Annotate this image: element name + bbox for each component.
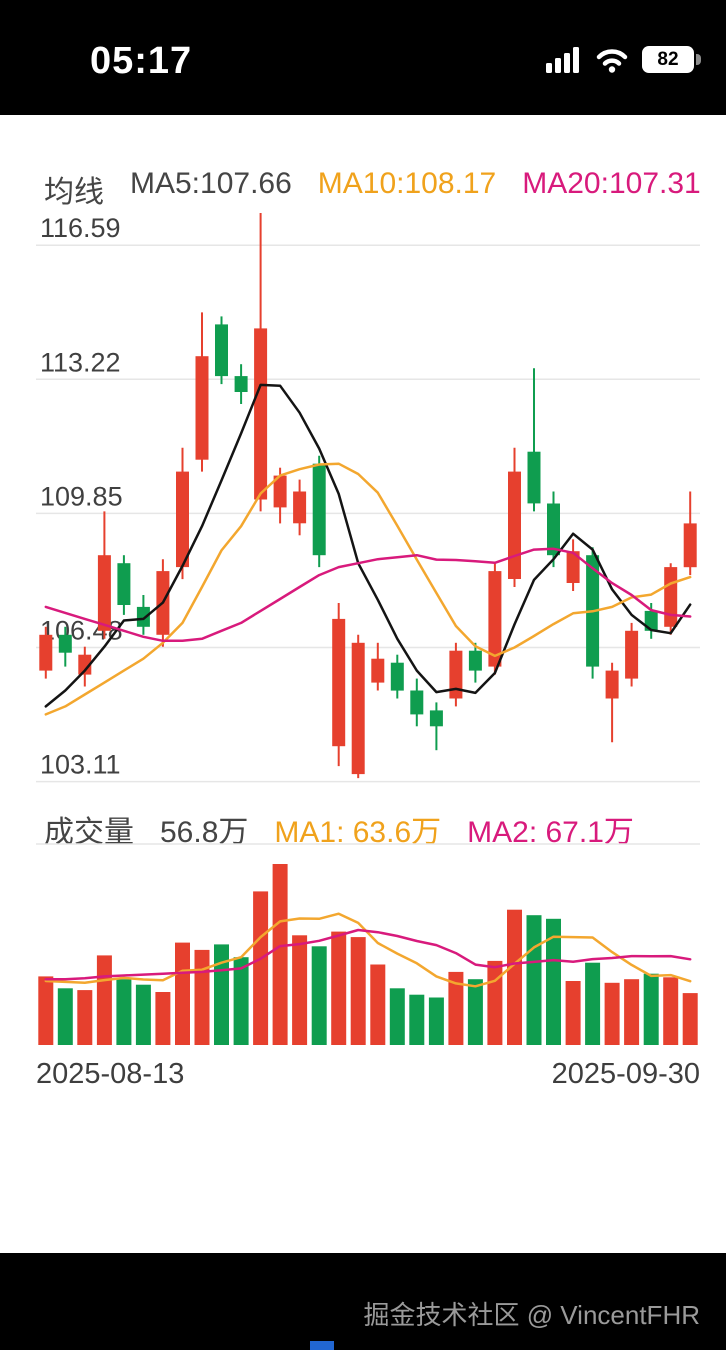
volume-ma2-line: [44, 928, 692, 981]
candles: [39, 213, 697, 779]
ma5-value: MA5:107.66: [130, 167, 292, 200]
y-axis-label: 109.85: [40, 481, 123, 511]
status-icons: 82: [546, 46, 701, 73]
y-axis-label: 113.22: [40, 347, 121, 377]
y-axis-label: 103.11: [40, 750, 121, 780]
ma5-line: [44, 383, 692, 708]
wifi-icon: [596, 48, 628, 73]
logo-fragment: [310, 1341, 334, 1350]
ma20-line: [44, 547, 692, 643]
volume-bars: [38, 864, 698, 1045]
battery-percent: 82: [657, 49, 679, 70]
x-axis-end-date: 2025-09-30: [551, 1058, 700, 1090]
watermark: 掘金技术社区 @ VincentFHR: [363, 1300, 700, 1330]
x-axis: 2025-08-13 2025-09-30: [36, 1058, 700, 1091]
y-axis-label: 116.59: [40, 213, 121, 243]
status-time: 05:17: [90, 40, 193, 82]
x-axis-start-date: 2025-08-13: [36, 1058, 185, 1090]
ma10-line: [44, 462, 692, 716]
volume-ma1-line: [44, 912, 692, 988]
volume-chart[interactable]: [36, 843, 700, 1048]
price-legend-title: 均线: [44, 176, 104, 209]
price-legend: 均线 MA5:107.66 MA10:108.17 MA20:107.31: [44, 167, 701, 211]
chart-app-screen: 均线 MA5:107.66 MA10:108.17 MA20:107.31 11…: [0, 115, 726, 1253]
ma20-value: MA20:107.31: [522, 167, 701, 200]
grid-lines: [36, 244, 700, 783]
cellular-signal-icon: [546, 46, 579, 73]
battery-icon: 82: [642, 46, 701, 73]
ma10-value: MA10:108.17: [317, 167, 497, 200]
